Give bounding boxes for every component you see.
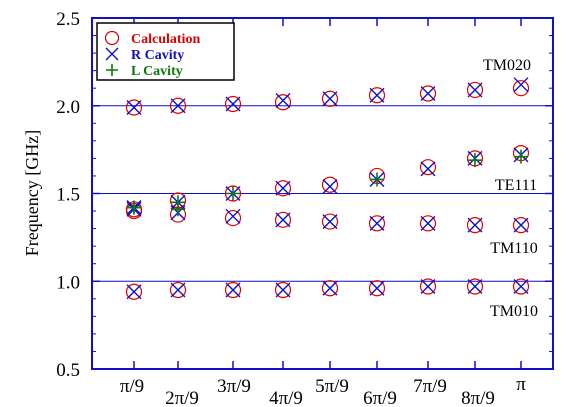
l-cavity-point (370, 172, 384, 187)
r-cavity-point (126, 284, 142, 300)
r-cavity-point (420, 161, 436, 177)
calculation-point (274, 180, 292, 197)
calculation-point (224, 185, 242, 202)
x-tick-label: π/9 (120, 376, 144, 397)
calculation-point (274, 211, 292, 228)
calculation-point (512, 278, 530, 295)
y-tick-label: 1.0 (56, 272, 80, 293)
r-cavity-point (170, 98, 186, 114)
r-cavity-point (369, 87, 385, 103)
y-tick-label: 0.5 (56, 360, 80, 381)
legend-label: Calculation (131, 32, 200, 47)
calculation-point (419, 215, 437, 232)
l-cavity-point (514, 149, 528, 164)
calculation-point (419, 278, 437, 295)
r-cavity-point (225, 96, 241, 112)
r-cavity-point (467, 279, 483, 295)
calculation-point (368, 280, 386, 297)
calculation-point (224, 95, 242, 113)
calculation-point (368, 87, 386, 104)
calculation-point (512, 216, 530, 234)
band-label: TM020 (483, 57, 531, 74)
band-label: TE111 (495, 177, 537, 194)
legend-label: R Cavity (131, 48, 184, 63)
r-cavity-point (275, 282, 291, 298)
calculation-point (125, 99, 143, 116)
calculation-point (321, 213, 339, 230)
legend-swatch-l-cavity (106, 64, 118, 76)
r-cavity-point (467, 217, 483, 233)
y-tick-label: 2.0 (56, 97, 80, 118)
calculation-point (224, 209, 242, 227)
legend-swatch-calculation (104, 30, 120, 46)
l-cavity-point (468, 153, 482, 168)
r-cavity-point (369, 280, 385, 296)
x-tick-label: 5π/9 (315, 376, 349, 397)
y-tick-label: 2.5 (56, 9, 80, 30)
calculation-point (368, 215, 386, 232)
calculation-point (466, 81, 484, 99)
l-cavity-point (171, 202, 185, 217)
calculation-point (419, 159, 437, 176)
r-cavity-point (513, 279, 529, 295)
r-cavity-point (275, 180, 291, 196)
y-tick-label: 1.5 (56, 185, 80, 206)
x-tick-label: 6π/9 (363, 388, 397, 407)
r-cavity-point (420, 215, 436, 231)
x-tick-label: 2π/9 (165, 388, 199, 407)
r-cavity-point (225, 208, 241, 224)
legend-box (96, 22, 235, 81)
calculation-point (125, 283, 143, 300)
r-cavity-point (513, 217, 529, 233)
r-cavity-point (420, 85, 436, 101)
calculation-point (274, 281, 292, 299)
r-cavity-point (225, 282, 241, 298)
x-tick-label: π (516, 374, 526, 395)
r-cavity-point (513, 77, 529, 93)
r-cavity-point (170, 282, 186, 298)
r-cavity-point (322, 91, 338, 107)
calculation-point (274, 94, 292, 111)
calculation-point (169, 97, 187, 114)
r-cavity-point (322, 178, 338, 194)
r-cavity-point (467, 82, 483, 98)
r-cavity-point (420, 279, 436, 295)
calculation-point (512, 80, 530, 97)
l-cavity-point (226, 186, 240, 201)
calculation-point (321, 176, 339, 193)
x-tick-label: 4π/9 (269, 388, 303, 407)
x-tick-label: 3π/9 (217, 376, 251, 397)
l-cavity-point (127, 200, 141, 215)
calculation-point (466, 278, 484, 295)
r-cavity-point (322, 280, 338, 296)
r-cavity-point (275, 92, 291, 108)
x-tick-label: 8π/9 (461, 388, 495, 407)
legend-swatch-r-cavity (105, 47, 119, 61)
calculation-point (169, 281, 187, 299)
y-axis-title: Frequency [GHz] (22, 130, 42, 256)
calculation-point (321, 90, 339, 107)
r-cavity-point (322, 214, 338, 230)
calculation-point (419, 85, 437, 102)
calculation-point (466, 216, 484, 234)
band-label: TM110 (490, 240, 537, 257)
r-cavity-point (369, 215, 385, 231)
calculation-point (224, 281, 242, 299)
r-cavity-point (126, 100, 142, 115)
band-label: TM010 (490, 303, 538, 320)
x-tick-label: 7π/9 (413, 376, 447, 397)
legend-label: L Cavity (131, 64, 183, 79)
r-cavity-point (275, 212, 291, 228)
calculation-point (321, 280, 339, 297)
